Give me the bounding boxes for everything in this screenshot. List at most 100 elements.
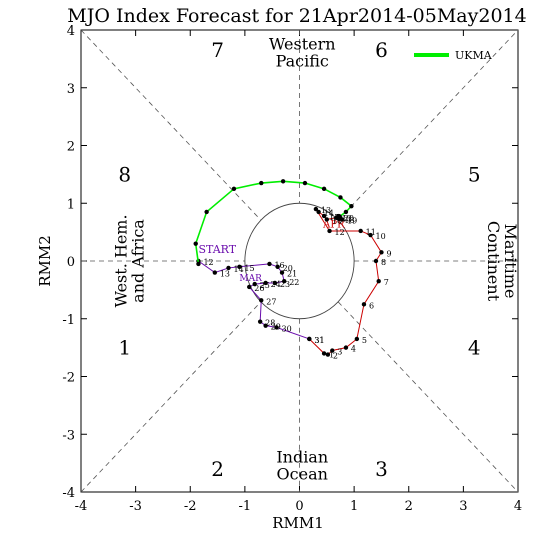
point-label: 13: [220, 270, 230, 279]
series-point: [274, 325, 279, 330]
series-ukma: [193, 179, 354, 267]
point-label: 20: [344, 214, 354, 223]
point-label: 31: [314, 336, 324, 345]
series-point: [267, 261, 272, 267]
series-point: [327, 228, 332, 234]
series-point: [313, 206, 319, 212]
guide-line-diagonal-se: [337, 301, 519, 493]
point-label: 14: [324, 209, 334, 218]
phase-label-1: 1: [118, 336, 131, 360]
point-label: 17: [342, 215, 352, 224]
point-label: 4: [351, 345, 356, 354]
legend-label-ukma: UKMA: [455, 49, 493, 62]
region-label-line: Ocean: [277, 465, 328, 484]
y-tick-label: 4: [67, 24, 75, 39]
point-label: 23: [280, 280, 290, 289]
series-point: [376, 279, 381, 284]
phase-label-4: 4: [468, 336, 481, 360]
y-tick-label: -4: [62, 486, 75, 501]
series-point: [343, 209, 349, 215]
y-tick-label: -1: [62, 313, 75, 328]
guide-line-diagonal-nw: [80, 29, 262, 221]
point-label: 14: [233, 265, 243, 274]
point-label: 16: [332, 216, 342, 225]
x-tick-label: 2: [405, 499, 413, 514]
series-point: [280, 179, 286, 184]
point-label: 9: [386, 249, 391, 258]
point-label: 24: [271, 280, 281, 289]
point-label: 7: [384, 278, 389, 287]
series-0: 1213141516202122232425262728293031: [196, 258, 325, 345]
guide-line-diagonal-sw: [80, 301, 262, 493]
series-point: [373, 258, 379, 264]
point-label: 21: [287, 270, 297, 279]
point-label: 25: [260, 281, 270, 290]
series-point: [349, 203, 354, 209]
point-label: 26: [254, 284, 264, 293]
series-point: [204, 209, 209, 215]
point-label: 12: [203, 258, 213, 267]
series-point: [330, 348, 335, 353]
mar-label: MAR: [239, 274, 262, 284]
region-label-west-hem-africa: West. Hem.and Africa: [112, 214, 148, 307]
region-label-line: Indian: [276, 448, 328, 467]
x-tick-label: 1: [350, 499, 358, 514]
series-point: [196, 261, 201, 267]
point-label: 30: [282, 324, 292, 333]
series-point: [259, 298, 264, 303]
y-tick-label: 2: [67, 140, 75, 155]
y-tick-label: 0: [67, 255, 75, 270]
series-point: [263, 280, 268, 286]
x-tick-label: -2: [184, 499, 197, 514]
series-point: [231, 186, 237, 192]
point-label: 28: [265, 319, 275, 328]
series-point: [272, 280, 278, 286]
point-label: 12: [335, 228, 345, 237]
x-tick-label: -4: [75, 499, 88, 514]
phase-guides: [80, 29, 519, 493]
guide-line-diagonal-ne: [337, 29, 519, 221]
phase-label-6: 6: [375, 38, 388, 62]
series-point: [338, 195, 343, 200]
region-label-line: Continent: [484, 221, 503, 302]
region-label-line: Western: [269, 35, 336, 54]
point-label: 18: [344, 216, 354, 225]
point-label: 20: [283, 264, 293, 273]
point-label: 2: [333, 352, 338, 361]
region-label-line: Pacific: [276, 52, 329, 71]
series-point: [252, 281, 257, 287]
phase-label-8: 8: [118, 162, 131, 186]
point-label: 27: [266, 297, 276, 306]
start-label: START: [198, 243, 236, 256]
x-axis-label: RMM1: [272, 514, 324, 532]
point-label: 6: [369, 301, 374, 310]
series: 1213141516202122232425262728293031311234…: [193, 179, 392, 361]
series-point: [307, 336, 312, 342]
region-label-line: West. Hem.: [112, 214, 131, 307]
point-label: 8: [381, 258, 386, 267]
x-tick-label: 0: [295, 499, 303, 514]
point-label: 10: [376, 232, 386, 241]
series-point: [237, 264, 242, 269]
series-point: [321, 213, 327, 219]
apr-label: APR: [322, 220, 345, 231]
series-point: [354, 336, 360, 342]
point-label: 31: [314, 336, 324, 345]
point-label: 19: [347, 216, 357, 225]
series-point: [226, 265, 231, 271]
series-point: [358, 228, 363, 234]
series-point: [257, 319, 263, 324]
series-point: [325, 352, 331, 357]
series-point: [259, 180, 264, 186]
region-label-line: Maritime: [501, 224, 520, 299]
phase-label-7: 7: [211, 38, 224, 62]
series-point: [282, 279, 287, 284]
x-tick-label: 4: [514, 499, 522, 514]
region-label-line: and Africa: [129, 219, 148, 303]
